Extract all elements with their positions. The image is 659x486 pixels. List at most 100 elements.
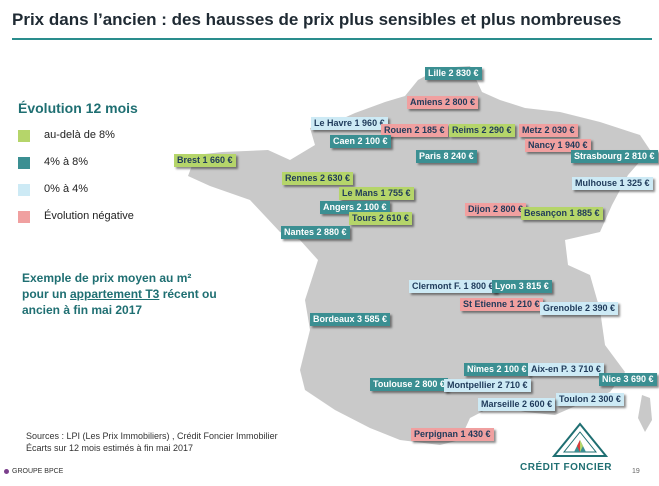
city-label-metz: Metz 2 030 €	[519, 124, 578, 137]
page-number: 19	[632, 468, 640, 475]
city-label-caen: Caen 2 100 €	[330, 135, 391, 148]
city-label-toulon: Toulon 2 300 €	[556, 393, 624, 406]
city-price: 2 810 €	[624, 151, 655, 161]
city-name: Toulouse	[373, 379, 413, 389]
city-label-grenoble: Grenoble 2 390 €	[540, 302, 619, 315]
city-price: 2 030 €	[544, 125, 575, 135]
city-name: Tours	[352, 213, 377, 223]
groupe-bpce-text: GROUPE BPCE	[12, 468, 64, 475]
city-label-tours: Tours 2 610 €	[349, 212, 412, 225]
city-name: Caen	[333, 136, 356, 146]
city-name: Rouen	[384, 125, 412, 135]
city-price: 3 690 €	[623, 374, 654, 384]
city-price: 2 710 €	[497, 380, 528, 390]
legend-swatch-4-to-8	[18, 157, 30, 169]
sources-line-2: Écarts sur 12 mois estimés à fin mai 201…	[26, 443, 194, 453]
city-price: 2 800 €	[493, 204, 524, 214]
legend-swatch-above-8	[18, 130, 30, 142]
city-label-dijon: Dijon 2 800 €	[465, 203, 527, 216]
example-line-2-post: récent ou	[159, 287, 217, 301]
city-name: Le Mans	[342, 188, 379, 198]
city-price: 2 100 €	[356, 202, 387, 212]
legend-swatch-0-to-4	[18, 184, 30, 196]
city-price: 1 325 €	[619, 178, 650, 188]
city-price: 1 210 €	[509, 299, 540, 309]
city-price: 2 290 €	[481, 125, 512, 135]
city-label-le-havre: Le Havre 1 960 €	[311, 117, 388, 130]
city-name: St Etienne	[463, 299, 508, 309]
city-label-le-mans: Le Mans 1 755 €	[339, 187, 414, 200]
example-line-2: pour un appartement T3 récent ou	[22, 286, 232, 302]
city-name: Reims	[452, 125, 480, 135]
city-price: 1 430 €	[460, 429, 491, 439]
city-name: Toulon	[559, 394, 589, 404]
city-label-angers: Angers 2 100 €	[320, 201, 390, 214]
city-name: Nantes	[284, 227, 315, 237]
city-label-clermont: Clermont F. 1 800 €	[409, 280, 497, 293]
city-name: Aix-en P.	[531, 364, 569, 374]
city-price: 1 940 €	[557, 140, 588, 150]
city-price: 2 800 €	[414, 379, 445, 389]
city-name: Clermont F.	[412, 281, 462, 291]
city-label-lyon: Lyon 3 815 €	[492, 280, 552, 293]
city-label-bordeaux: Bordeaux 3 585 €	[310, 313, 391, 326]
city-label-mulhouse: Mulhouse 1 325 €	[572, 177, 653, 190]
city-name: Montpellier	[447, 380, 496, 390]
legend-title: Évolution 12 mois	[18, 100, 138, 116]
credit-foncier-brand: CRÉDIT FONCIER	[520, 462, 612, 473]
groupe-bpce-logo: GROUPE BPCE	[4, 468, 63, 475]
city-price: 2 100 €	[496, 364, 527, 374]
city-price: 1 960 €	[354, 118, 385, 128]
city-price: 2 830 €	[448, 68, 479, 78]
city-label-reims: Reims 2 290 €	[449, 124, 515, 137]
city-name: Rennes	[285, 173, 318, 183]
city-name: Metz	[522, 125, 542, 135]
city-label-amiens: Amiens 2 800 €	[407, 96, 479, 109]
city-price: 2 880 €	[316, 227, 347, 237]
city-name: Perpignan	[414, 429, 459, 439]
city-label-nice: Nice 3 690 €	[599, 373, 657, 386]
city-name: Nancy	[528, 140, 556, 150]
city-name: Mulhouse	[575, 178, 617, 188]
city-name: Dijon	[468, 204, 491, 214]
city-name: Bordeaux	[313, 314, 355, 324]
city-label-nantes: Nantes 2 880 €	[281, 226, 350, 239]
city-price: 1 660 €	[202, 155, 233, 165]
city-name: Angers	[323, 202, 355, 212]
city-price: 2 390 €	[585, 303, 616, 313]
city-label-st-etienne: St Etienne 1 210 €	[460, 298, 543, 311]
city-name: Lyon	[495, 281, 517, 291]
sources-line-1: Sources : LPI (Les Prix Immobiliers) , C…	[26, 431, 278, 441]
example-line-1: Exemple de prix moyen au m²	[22, 271, 192, 285]
city-price: 1 885 €	[569, 208, 600, 218]
legend-label: 4% à 8%	[44, 156, 89, 168]
city-label-toulouse: Toulouse 2 800 €	[370, 378, 448, 391]
city-label-rennes: Rennes 2 630 €	[282, 172, 354, 185]
page-title: Prix dans l’ancien : des hausses de prix…	[12, 10, 622, 29]
city-price: 2 600 €	[522, 399, 553, 409]
example-line-2-link: appartement T3	[70, 287, 160, 301]
city-label-nancy: Nancy 1 940 €	[525, 139, 591, 152]
credit-foncier-logo-icon	[551, 422, 609, 457]
city-price: 2 185 €	[414, 125, 445, 135]
city-label-lille: Lille 2 830 €	[425, 67, 482, 80]
city-name: Brest	[177, 155, 201, 165]
bpce-dot-icon	[4, 468, 9, 474]
city-name: Nice	[602, 374, 622, 384]
example-note: Exemple de prix moyen au m² pour un appa…	[22, 270, 232, 318]
legend-label: au-delà de 8%	[44, 129, 115, 141]
city-price: 3 815 €	[518, 281, 549, 291]
city-label-paris: Paris 8 240 €	[416, 150, 477, 163]
city-price: 3 710 €	[570, 364, 601, 374]
city-price: 8 240 €	[443, 151, 474, 161]
city-price: 2 610 €	[378, 213, 409, 223]
city-label-brest: Brest 1 660 €	[174, 154, 236, 167]
city-label-perpignan: Perpignan 1 430 €	[411, 428, 494, 441]
title-underline	[12, 38, 652, 40]
city-label-montpellier: Montpellier 2 710 €	[444, 379, 531, 392]
example-line-2-pre: pour un	[22, 287, 70, 301]
legend-label: 0% à 4%	[44, 183, 89, 195]
city-price: 2 630 €	[320, 173, 351, 183]
city-name: Le Havre	[314, 118, 353, 128]
